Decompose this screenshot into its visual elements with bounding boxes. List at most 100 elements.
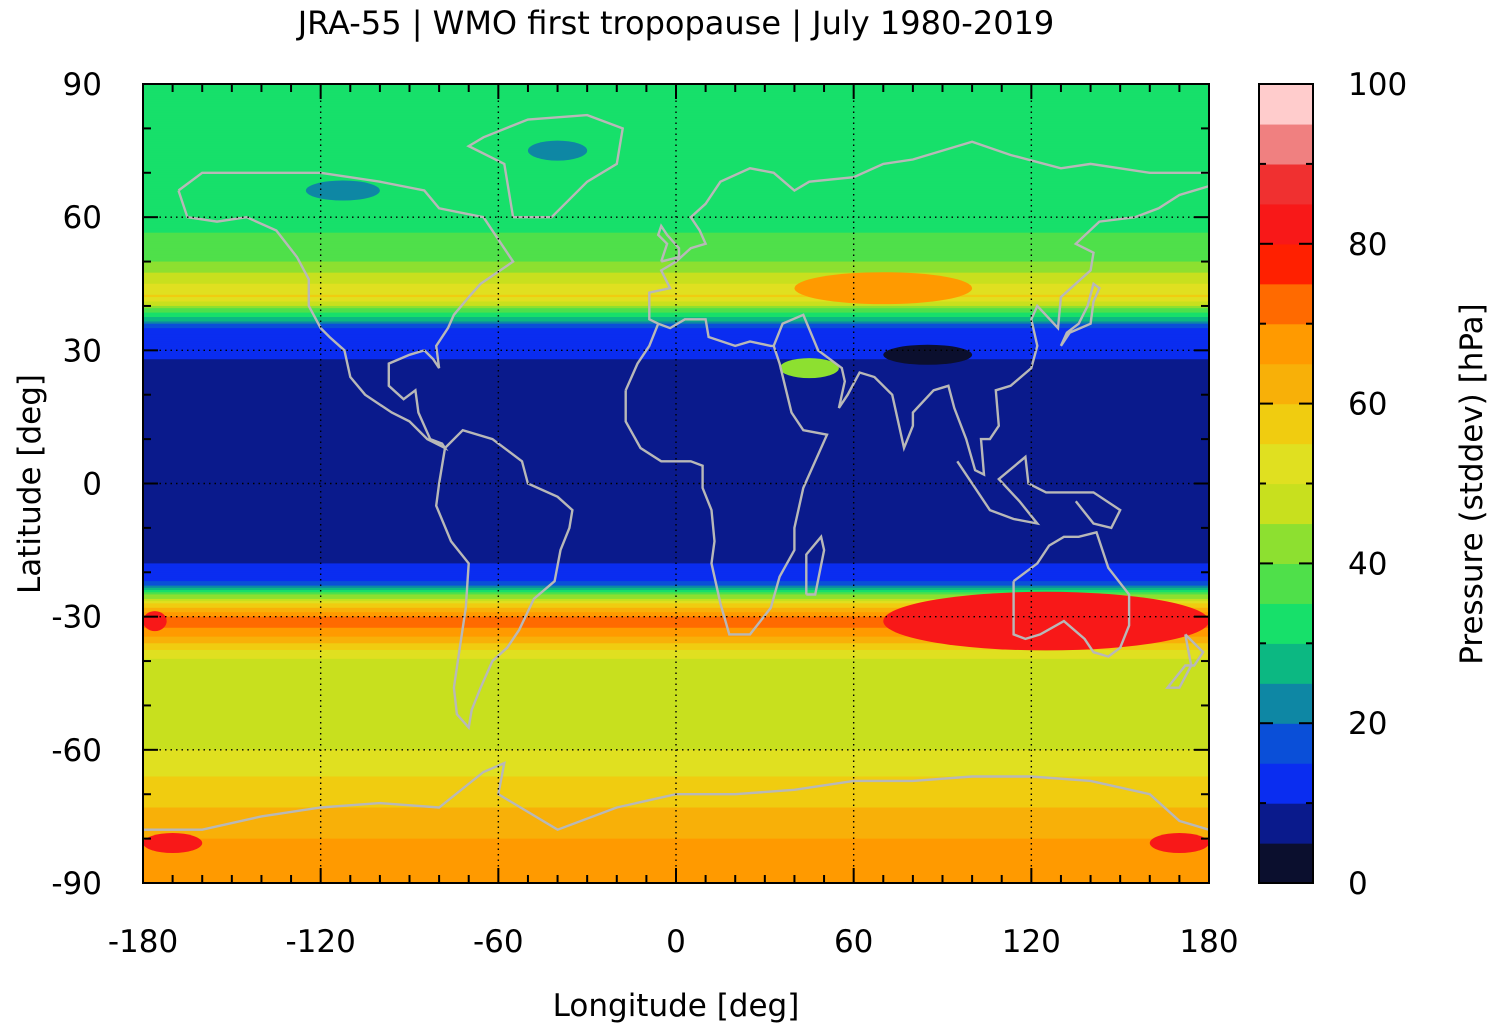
colorbar-swatch	[1259, 84, 1313, 125]
heatmap-band	[143, 299, 1209, 303]
heatmap-band	[143, 212, 1209, 216]
heatmap-band	[143, 350, 1209, 354]
heatmap-band	[143, 432, 1209, 436]
heatmap-band	[143, 510, 1209, 513]
heatmap-band	[143, 856, 1209, 860]
colorbar-swatch	[1259, 643, 1313, 684]
heatmap-band	[143, 359, 1209, 363]
heatmap-band	[143, 665, 1209, 669]
heatmap-band	[143, 621, 1209, 624]
coastlines	[143, 113, 1209, 832]
x-tick-label: 0	[666, 924, 686, 960]
heatmap-band	[143, 774, 1209, 778]
heatmap-band	[143, 538, 1209, 542]
heatmap-band	[143, 447, 1209, 451]
heatmap-band	[143, 148, 1209, 152]
heatmap-band	[143, 146, 1209, 149]
heatmap-band	[143, 372, 1209, 376]
heatmap-band	[143, 403, 1209, 407]
coastline	[1164, 633, 1205, 689]
heatmap-band	[143, 230, 1209, 234]
heatmap-band	[143, 152, 1209, 156]
heatmap-band	[143, 785, 1209, 789]
heatmap-band	[143, 328, 1209, 331]
heatmap-band	[143, 388, 1209, 391]
heatmap-band	[143, 412, 1209, 416]
heatmap-band	[143, 654, 1209, 658]
heatmap-band	[143, 285, 1209, 289]
heatmap-band	[143, 780, 1209, 784]
y-tick-label: -90	[51, 866, 102, 902]
heatmap-band	[143, 641, 1209, 644]
heatmap-band	[143, 783, 1209, 786]
heatmap-band	[143, 123, 1209, 127]
heatmap-band	[143, 168, 1209, 172]
heatmap-band	[143, 505, 1209, 509]
heatmap-band	[143, 174, 1209, 178]
colorbar-tick-label: 40	[1348, 546, 1387, 582]
heatmap-band	[143, 634, 1209, 638]
heatmap-band	[143, 592, 1209, 596]
heatmap-band	[143, 252, 1209, 256]
heatmap-band	[143, 274, 1209, 278]
heatmap-band	[143, 370, 1209, 374]
heatmap-band	[143, 587, 1209, 591]
heatmap-band	[143, 541, 1209, 545]
colorbar-swatch	[1259, 523, 1313, 564]
colorbar-swatch	[1259, 843, 1313, 884]
heatmap-band	[143, 543, 1209, 547]
heatmap-band	[143, 574, 1209, 578]
heatmap-feature	[143, 611, 167, 632]
colorbar-tick-label: 80	[1348, 227, 1387, 263]
heatmap-feature	[883, 344, 973, 365]
heatmap-band	[143, 610, 1209, 613]
heatmap-band	[143, 465, 1209, 469]
colorbar-tick-label: 60	[1348, 387, 1387, 423]
heatmap-feature	[143, 833, 203, 854]
x-tick-label: 180	[1179, 924, 1238, 960]
colorbar-swatch	[1259, 243, 1313, 285]
heatmap-band	[143, 778, 1209, 782]
heatmap-band	[143, 840, 1209, 844]
heatmap-band	[143, 674, 1209, 678]
heatmap-band	[143, 736, 1209, 740]
colorbar-swatch	[1259, 403, 1313, 445]
colorbar-swatch	[1259, 803, 1313, 844]
heatmap-band	[143, 137, 1209, 141]
heatmap-band	[143, 519, 1209, 522]
heatmap-band	[143, 365, 1209, 369]
heatmap-band	[143, 197, 1209, 201]
heatmap-band	[143, 481, 1209, 485]
colorbar-label: Pressure (stddev) [hPa]	[1454, 303, 1490, 664]
heatmap-band	[143, 279, 1209, 283]
x-axis-label: Longitude [deg]	[553, 988, 800, 1024]
heatmap-band	[143, 161, 1209, 165]
colorbar-tick-label: 0	[1348, 866, 1368, 902]
heatmap-band	[143, 712, 1209, 715]
heatmap-band	[143, 727, 1209, 731]
x-tick-label: 120	[1002, 924, 1061, 960]
heatmap-band	[143, 685, 1209, 689]
heatmap-band	[143, 827, 1209, 831]
heatmap-band	[143, 740, 1209, 744]
heatmap-band	[143, 554, 1209, 558]
heatmap-band	[143, 332, 1209, 336]
coastline	[1059, 281, 1101, 347]
heatmap-band	[143, 163, 1209, 167]
heatmap-band	[143, 135, 1209, 138]
heatmap-band	[143, 729, 1209, 733]
heatmap-band	[143, 752, 1209, 755]
heatmap-band	[143, 283, 1209, 287]
heatmap-band	[143, 312, 1209, 316]
heatmap-band	[143, 532, 1209, 536]
x-tick-label: -180	[108, 924, 178, 960]
heatmap-band	[143, 718, 1209, 722]
heatmap-band	[143, 516, 1209, 520]
colorbar-swatch	[1259, 443, 1313, 485]
heatmap-band	[143, 472, 1209, 476]
colorbar-swatch	[1259, 323, 1313, 365]
colorbar-tick-label: 20	[1348, 706, 1387, 742]
heatmap-band	[143, 678, 1209, 682]
heatmap-band	[143, 190, 1209, 194]
heatmap-band	[143, 647, 1209, 651]
